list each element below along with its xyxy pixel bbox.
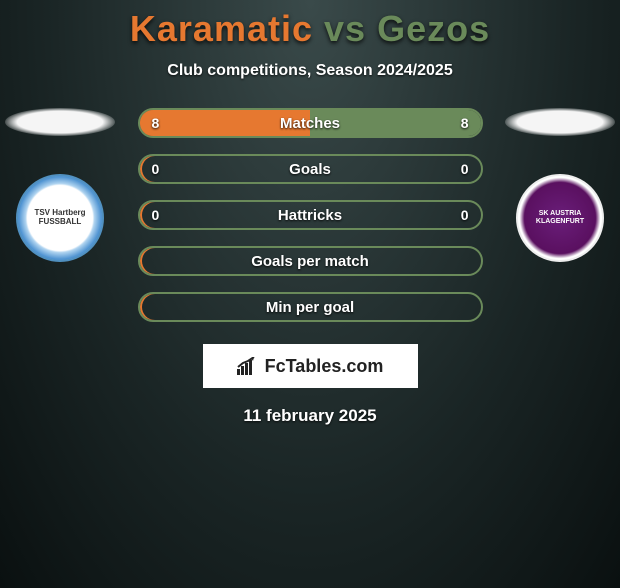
- vs-text: vs: [324, 8, 366, 49]
- site-logo-text: FcTables.com: [265, 356, 384, 377]
- right-ellipse-marker: [505, 108, 615, 136]
- stat-label: Goals per match: [251, 253, 369, 270]
- date-label: 11 february 2025: [0, 406, 620, 426]
- stat-label: Min per goal: [266, 299, 354, 316]
- stat-bar: 0 Hattricks 0: [138, 200, 483, 230]
- stat-bar: 0 Goals 0: [138, 154, 483, 184]
- stat-bar: Goals per match: [138, 246, 483, 276]
- stat-label: Hattricks: [278, 207, 342, 224]
- comparison-title: Karamatic vs Gezos: [0, 8, 620, 50]
- stat-value-right: 0: [461, 207, 469, 223]
- player1-name: Karamatic: [130, 8, 313, 49]
- stat-label: Goals: [289, 161, 331, 178]
- chart-icon: [237, 357, 259, 375]
- stat-value-right: 0: [461, 161, 469, 177]
- stat-bars: 8 Matches 8 0 Goals 0 0 Hattricks 0 Goals per mat…: [138, 108, 483, 322]
- left-team-crest: TSV Hartberg FUSSBALL: [16, 174, 104, 262]
- stat-bar: 8 Matches 8: [138, 108, 483, 138]
- stat-value-left: 8: [152, 115, 160, 131]
- player2-name: Gezos: [377, 8, 490, 49]
- left-ellipse-marker: [5, 108, 115, 136]
- content-area: TSV Hartberg FUSSBALL SK AUSTRIA KLAGENF…: [0, 108, 620, 426]
- subtitle: Club competitions, Season 2024/2025: [0, 62, 620, 80]
- right-badge-column: SK AUSTRIA KLAGENFURT: [500, 108, 620, 262]
- right-team-crest: SK AUSTRIA KLAGENFURT: [516, 174, 604, 262]
- stat-value-right: 8: [461, 115, 469, 131]
- site-logo: FcTables.com: [203, 344, 418, 388]
- left-badge-column: TSV Hartberg FUSSBALL: [0, 108, 120, 262]
- stat-value-left: 0: [152, 161, 160, 177]
- stat-label: Matches: [280, 115, 340, 132]
- stat-bar: Min per goal: [138, 292, 483, 322]
- stat-value-left: 0: [152, 207, 160, 223]
